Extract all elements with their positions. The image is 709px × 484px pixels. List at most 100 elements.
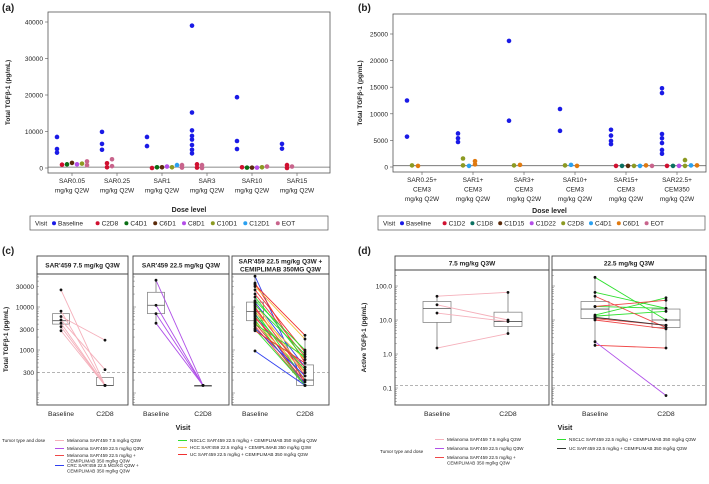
- x-tick-label: C2D8: [96, 411, 114, 418]
- data-point-baseline: [189, 151, 195, 156]
- y-tick-label: 15000: [370, 85, 388, 92]
- x-tick-label: mg/kg Q2W: [280, 188, 315, 195]
- y-tick-label: 40000: [25, 20, 43, 27]
- patient-line: [594, 299, 667, 307]
- data-point-c6d1: [472, 158, 478, 164]
- data-point-baseline: [253, 305, 257, 309]
- data-point-baseline: [608, 138, 614, 144]
- patient-line: [155, 322, 204, 386]
- data-point-c1d8: [670, 163, 676, 169]
- x-tick-label: SAR0.05: [59, 178, 85, 185]
- patient-line: [594, 306, 667, 309]
- data-point-c2d8: [562, 163, 568, 168]
- patient-line: [254, 276, 306, 386]
- x-tick-label: mg/kg Q2W: [609, 196, 644, 203]
- data-point-baseline: [189, 23, 195, 28]
- data-point-baseline: [557, 128, 563, 134]
- data-point-baseline: [593, 315, 597, 319]
- data-point-baseline: [608, 133, 614, 138]
- legend-marker: [182, 221, 186, 226]
- y-tick-label: 10000: [370, 111, 388, 118]
- legend-title: Visit: [383, 221, 395, 228]
- data-point-c2d8: [303, 350, 307, 354]
- data-point-c1d22: [676, 163, 682, 169]
- data-point-baseline: [59, 315, 63, 318]
- data-point-c1d2: [664, 163, 670, 169]
- data-point-baseline: [435, 303, 439, 307]
- legend-item-label: CEMIPLIMAB 350 mg/kg Q3W: [67, 459, 130, 464]
- legend-item-label: CRC SAR'459 22.5 MG/KG Q3W +: [67, 463, 139, 468]
- data-point-baseline: [506, 38, 512, 44]
- data-point-baseline: [253, 349, 257, 353]
- data-point-baseline: [144, 134, 150, 140]
- patient-line: [436, 304, 509, 321]
- data-point-baseline: [54, 150, 60, 155]
- legend-item-label: C4D1: [130, 221, 147, 228]
- patient-line: [436, 291, 509, 297]
- data-point-baseline: [659, 90, 665, 96]
- patient-line: [254, 350, 306, 386]
- y-axis-title: Total TGFβ-1 (pg/mL): [3, 307, 10, 372]
- plot-frame: [132, 273, 230, 406]
- facet: SAR'459 7.5 mg/kg Q3W Baseline C2D8: [36, 255, 129, 418]
- data-point-c6d1: [643, 163, 649, 168]
- data-point-c2d8: [303, 337, 307, 341]
- data-point-c2d8: [506, 332, 510, 335]
- plot-frame: [394, 269, 550, 406]
- data-point-c2d8: [303, 355, 307, 359]
- facet: SAR'459 22.5 mg/kg Q3W Baseline C2D8: [132, 255, 230, 418]
- legend-item-label: EOT: [282, 221, 295, 228]
- x-tick-label: mg/kg Q2W: [145, 188, 180, 195]
- data-point-baseline: [557, 106, 563, 112]
- data-point-c1d15: [625, 163, 631, 169]
- data-point-baseline: [593, 275, 597, 279]
- legend-marker: [498, 221, 503, 226]
- x-tick-label: mg/kg Q2W: [190, 188, 225, 195]
- legend-item-label: C1D22: [536, 221, 557, 228]
- y-tick-label: 1.0: [383, 352, 392, 359]
- data-point-baseline: [253, 292, 257, 296]
- panel-label: (d): [358, 246, 371, 257]
- legend-marker: [529, 221, 534, 226]
- y-axis-title: Total TGFβ-1 (pg/mL): [357, 60, 364, 125]
- legend-item-label: C12D1: [249, 221, 270, 228]
- data-point-baseline: [234, 94, 240, 100]
- data-point-baseline: [593, 294, 597, 298]
- data-point-c2d8: [303, 384, 307, 387]
- legend-item-label: Melanoma SAR'459 22.5 mg/kg Q3W: [447, 446, 524, 451]
- data-point-c2d8: [103, 338, 107, 342]
- facet: 7.5 mg/kg Q3W Baseline C2D8: [394, 255, 550, 418]
- x-tick-label: mg/kg Q2W: [405, 196, 440, 203]
- x-tick-label: SAR10+: [563, 177, 588, 184]
- data-point-baseline: [54, 146, 60, 152]
- legend-item-label: CEMIPLIMAB 350 mg/kg Q3W: [447, 461, 510, 466]
- panel-label: (b): [358, 3, 371, 14]
- legend-marker: [470, 221, 475, 226]
- legend-item-label: C2D8: [567, 221, 584, 228]
- x-tick-label: Baseline: [582, 411, 608, 418]
- data-point-baseline: [154, 278, 158, 282]
- data-point-baseline: [455, 135, 461, 141]
- patient-line: [155, 313, 204, 386]
- x-tick-label: mg/kg Q2W: [235, 188, 270, 195]
- data-point-c8d1: [254, 165, 260, 170]
- x-tick-label: mg/kg Q2W: [100, 188, 135, 195]
- x-tick-label: CEM350: [664, 187, 690, 194]
- data-point-c2d8: [303, 380, 307, 384]
- patient-line: [60, 330, 106, 386]
- y-tick-label: 300: [23, 370, 34, 377]
- legend-marker: [153, 221, 158, 226]
- data-point-c10d1: [169, 164, 175, 170]
- x-tick-label: SAR1+: [463, 177, 484, 184]
- plot-frame: [47, 11, 331, 174]
- patient-line: [155, 280, 204, 386]
- legend-item-label: UC SAR'459 22.5 mg/kg + CEMIPLIMAB 350 m…: [190, 452, 309, 457]
- data-point-baseline: [608, 127, 614, 133]
- legend-marker: [275, 221, 280, 226]
- patient-line: [254, 329, 306, 386]
- y-tick-label: 0: [39, 166, 43, 173]
- data-point-baseline: [144, 143, 150, 149]
- patient-line: [60, 310, 106, 386]
- legend-item-label: Melanoma SAR'459 7.5 mg/kg Q3W: [67, 438, 142, 443]
- x-tick-label: mg/kg Q2W: [456, 196, 491, 203]
